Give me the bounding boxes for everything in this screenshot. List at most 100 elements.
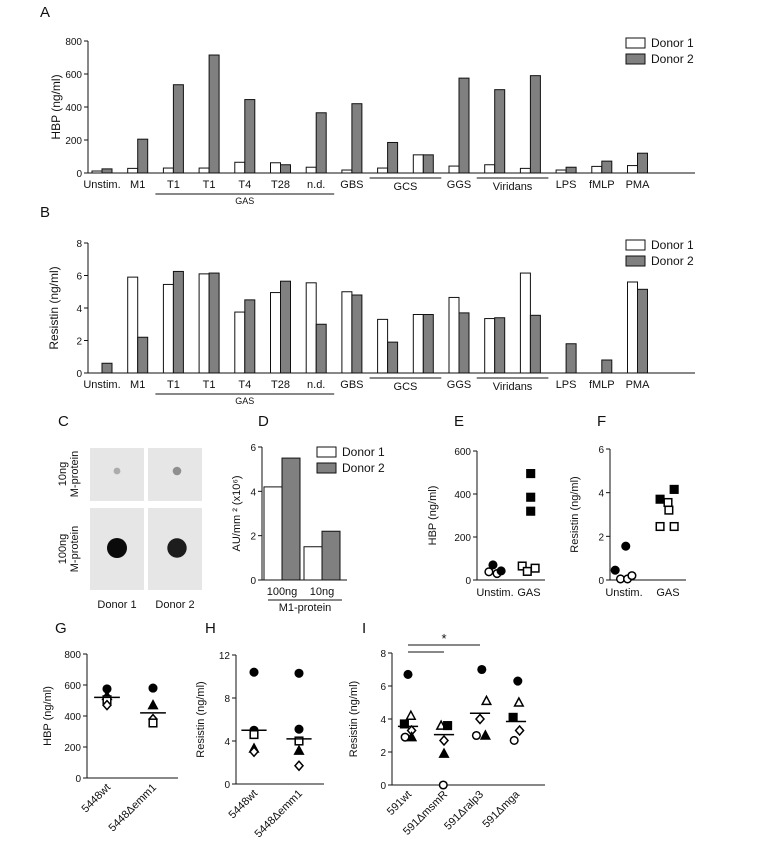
legend-swatch: [625, 239, 646, 251]
blot-row-label: 100ng: [57, 534, 69, 565]
bar: [198, 167, 210, 174]
bar: [494, 317, 506, 374]
bar: [281, 457, 301, 581]
y-tick-label: 2: [76, 337, 82, 348]
y-tick-label: 400: [454, 490, 471, 501]
x-tick-label: Unstim.: [476, 587, 513, 599]
point-square: [530, 563, 540, 573]
point-diamond: [514, 724, 525, 737]
y-tick-label: 200: [64, 743, 81, 754]
x-tick-label: 5448Δemm1: [107, 782, 160, 835]
x-tick-label: GAS: [656, 587, 679, 599]
bar: [519, 272, 531, 374]
point-square: [663, 497, 673, 508]
bar: [422, 314, 434, 374]
x-tick-label: 591wt: [385, 789, 414, 818]
y-axis-title: Resistin (ng/ml): [569, 476, 581, 552]
bar: [263, 486, 283, 581]
x-tick-label: LPS: [556, 179, 577, 191]
panel-b-bar-chart: 0 2 4 6 8 Resistin (ng/ml) Unstim. M1 T1 T1 T4 T28 n…: [47, 238, 695, 406]
group-label: GCS: [394, 181, 418, 193]
bar: [172, 270, 184, 374]
point-circle: [496, 566, 506, 576]
bar: [91, 170, 103, 174]
legend-label: Donor 1: [342, 445, 385, 459]
bar: [280, 280, 291, 374]
bar: [208, 54, 220, 174]
y-tick-label: 0: [224, 780, 230, 791]
bar: [627, 281, 638, 374]
bar: [637, 288, 648, 374]
panel-d-bar-chart: 0 2 4 6 AU/mm ² (x10⁶) 100ng 10ng M1-protein Don…: [231, 443, 385, 614]
panel-letter-B: B: [40, 204, 50, 221]
bar: [637, 152, 648, 174]
group-label: Viridans: [493, 181, 533, 193]
bar: [555, 169, 567, 174]
y-tick-label: 600: [65, 70, 82, 81]
bar: [448, 296, 460, 374]
x-tick-label: fMLP: [589, 179, 615, 191]
x-tick-label: 5448wt: [227, 788, 261, 822]
point-square: [655, 494, 665, 504]
legend-label: Donor 1: [651, 238, 694, 252]
y-tick-label: 0: [250, 576, 256, 587]
point-triangle: [480, 694, 493, 706]
panel-letter-C: C: [58, 413, 69, 430]
x-tick-label: 591Δralp3: [442, 789, 486, 833]
point-square: [664, 505, 674, 515]
bar: [565, 166, 577, 174]
x-tick-label: 100ng: [267, 586, 298, 598]
x-tick-label: T1: [167, 379, 180, 391]
panel-letter-A: A: [40, 4, 50, 21]
point-circle: [509, 735, 519, 746]
bar: [137, 336, 149, 374]
legend-swatch: [625, 37, 646, 49]
point-circle: [471, 730, 481, 741]
bar: [270, 162, 281, 174]
panel-e-scatter: 0 200 400 600 HBP (ng/ml) Unstim. GAS: [427, 447, 545, 599]
bar: [137, 138, 149, 174]
y-tick-label: 6: [598, 445, 604, 456]
point-square: [443, 721, 453, 731]
point-triangle: [513, 696, 525, 707]
x-tick-label: Unstim.: [605, 587, 642, 599]
bar: [198, 273, 210, 374]
point-circle: [294, 668, 304, 678]
y-tick-label: 200: [454, 533, 471, 544]
x-tick-label: T4: [238, 179, 251, 191]
blot-spot: [172, 466, 182, 476]
group-label: GAS: [235, 196, 254, 206]
point-circle: [484, 567, 494, 577]
y-tick-label: 4: [598, 489, 604, 500]
bar: [234, 161, 246, 174]
bar: [244, 299, 256, 374]
y-axis-title: AU/mm ² (x10⁶): [231, 475, 243, 551]
bar: [484, 318, 496, 374]
point-square: [399, 719, 409, 729]
legend-swatch: [625, 255, 646, 267]
y-tick-label: 600: [64, 681, 81, 692]
point-square: [526, 492, 536, 502]
bar: [565, 343, 577, 374]
bar: [387, 341, 399, 374]
point-square: [148, 718, 158, 728]
point-triangle: [293, 744, 305, 755]
x-tick-label: T4: [238, 379, 251, 391]
x-tick-label: PMA: [626, 379, 651, 391]
point-circle: [477, 664, 487, 675]
bar: [234, 311, 246, 374]
panel-letter-I: I: [362, 620, 366, 637]
y-tick-label: 2: [380, 748, 386, 759]
point-diamond: [101, 699, 113, 711]
legend-label: Donor 2: [651, 254, 694, 268]
y-tick-label: 600: [454, 447, 471, 458]
x-tick-label: T28: [271, 179, 290, 191]
point-circle: [627, 571, 637, 581]
bar: [351, 294, 363, 374]
blot-spot: [167, 538, 187, 558]
blot-spot: [107, 538, 127, 558]
point-square: [669, 521, 679, 532]
